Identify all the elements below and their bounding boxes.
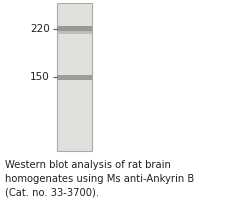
Bar xyxy=(57,75,92,80)
Bar xyxy=(57,31,92,34)
Text: 150: 150 xyxy=(30,72,50,82)
Text: Western blot analysis of rat brain
homogenates using Ms anti-Ankyrin B
(Cat. no.: Western blot analysis of rat brain homog… xyxy=(5,160,194,197)
Bar xyxy=(57,26,92,31)
Bar xyxy=(57,3,92,151)
Text: 220: 220 xyxy=(30,24,50,34)
